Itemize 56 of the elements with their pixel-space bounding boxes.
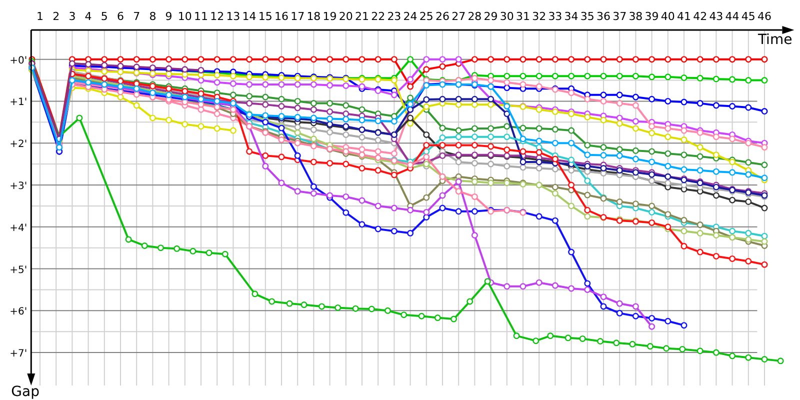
x-tick-label: 2 xyxy=(52,10,60,23)
x-tick-label: 32 xyxy=(532,10,546,23)
x-tick-label: 29 xyxy=(484,10,498,23)
x-tick-label: 7 xyxy=(133,10,140,23)
x-tick-label: 5 xyxy=(100,10,108,23)
x-tick-label: 27 xyxy=(452,10,466,23)
y-tick-label: +5' xyxy=(10,264,28,276)
x-tick-label: 4 xyxy=(84,10,92,23)
y-axis-title: Gap xyxy=(11,384,40,400)
y-tick-label: +2' xyxy=(10,139,28,150)
x-tick-label: 9 xyxy=(165,10,172,23)
x-tick-label: 38 xyxy=(628,10,643,23)
x-tick-label: 16 xyxy=(274,10,288,23)
x-tick-label: 25 xyxy=(419,10,434,23)
x-tick-label: 10 xyxy=(178,10,192,23)
x-tick-label: 21 xyxy=(355,10,369,23)
x-tick-label: 18 xyxy=(306,10,321,23)
x-tick-label: 44 xyxy=(725,10,740,23)
y-tick-label: +1' xyxy=(10,97,28,108)
x-tick-label: 22 xyxy=(371,10,386,23)
x-tick-label: 20 xyxy=(338,10,353,23)
x-tick-label: 45 xyxy=(741,10,756,23)
y-tick-label: +3' xyxy=(10,180,28,192)
x-axis-title: Time xyxy=(756,32,792,48)
x-tick-label: 13 xyxy=(226,10,240,23)
y-tick-label: +0' xyxy=(10,55,28,66)
x-tick-label: 34 xyxy=(564,10,578,23)
x-tick-label: 14 xyxy=(242,10,256,23)
y-tick-label: +6' xyxy=(10,306,28,318)
x-tick-label: 24 xyxy=(403,10,418,23)
x-tick-label: 17 xyxy=(290,10,305,23)
x-tick-label: 8 xyxy=(149,10,156,23)
x-tick-label: 39 xyxy=(644,10,659,23)
x-tick-label: 23 xyxy=(387,10,402,23)
x-tick-label: 31 xyxy=(516,10,530,23)
x-tick-label: 3 xyxy=(68,10,76,23)
x-tick-label: 26 xyxy=(436,10,450,23)
x-tick-label: 28 xyxy=(468,10,482,23)
x-tick-label: 37 xyxy=(612,10,627,23)
x-tick-label: 40 xyxy=(660,10,675,23)
x-tick-label: 12 xyxy=(210,10,224,23)
x-tick-label: 46 xyxy=(758,10,772,23)
x-tick-label: 35 xyxy=(580,10,594,23)
x-tick-label: 19 xyxy=(322,10,337,23)
x-tick-label: 1 xyxy=(36,10,44,23)
x-tick-label: 42 xyxy=(693,10,708,23)
x-tick-label: 41 xyxy=(677,10,691,23)
y-tick-label: +7' xyxy=(10,348,28,360)
y-tick-label: +4' xyxy=(10,222,28,234)
x-tick-label: 30 xyxy=(500,10,514,23)
x-tick-label: 36 xyxy=(596,10,610,23)
x-tick-label: 43 xyxy=(709,10,724,23)
x-tick-label: 6 xyxy=(117,10,124,23)
x-tick-label: 11 xyxy=(194,10,208,23)
x-tick-label: 15 xyxy=(258,10,272,23)
x-tick-label: 33 xyxy=(548,10,562,23)
